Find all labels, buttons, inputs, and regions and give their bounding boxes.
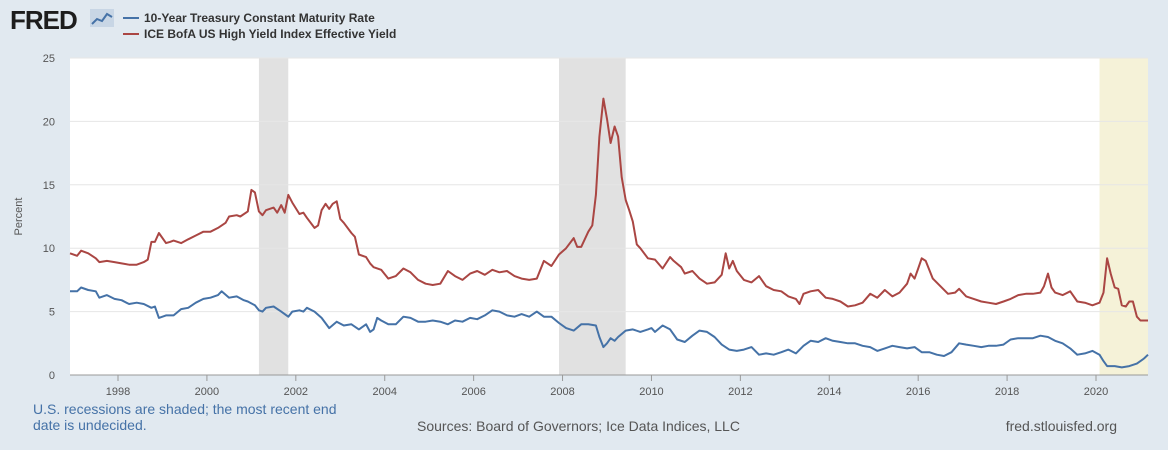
series-line-2	[69, 97, 1148, 322]
y-tick-label-15: 15	[43, 180, 55, 192]
legend-item-series-2[interactable]: ICE BofA US High Yield Index Effective Y…	[123, 26, 396, 42]
legend-label-series-1: 10-Year Treasury Constant Maturity Rate	[144, 11, 375, 25]
recession-band-3	[1099, 58, 1148, 375]
x-tick-label-2004: 2004	[372, 386, 396, 398]
x-tick-label-2014: 2014	[817, 386, 841, 398]
recession-band-2	[558, 58, 626, 375]
y-tick-label-0: 0	[49, 370, 55, 382]
recession-note: U.S. recessions are shaded; the most rec…	[33, 401, 337, 433]
x-tick-label-2010: 2010	[639, 386, 663, 398]
x-tick-label-2006: 2006	[461, 386, 485, 398]
y-tick-label-25: 25	[43, 53, 55, 65]
site-link[interactable]: fred.stlouisfed.org	[1005, 418, 1117, 434]
legend-swatch-series-2	[123, 33, 139, 35]
y-tick-label-5: 5	[49, 307, 55, 319]
legend-swatch-series-1	[123, 17, 139, 19]
fred-logo[interactable]: FRED	[10, 5, 78, 35]
x-tick-label-2020: 2020	[1084, 386, 1108, 398]
line-chart: 0 5 10 15 20 25 1998 2000 2002 2004 2006 2008 2010 20…	[13, 53, 1149, 398]
recession-band-1	[258, 58, 289, 375]
x-tick-label-2012: 2012	[728, 386, 752, 398]
x-tick-label-2018: 2018	[995, 386, 1019, 398]
legend: 10-Year Treasury Constant Maturity Rate …	[123, 10, 396, 42]
line-chart-icon	[90, 9, 114, 27]
legend-label-series-2: ICE BofA US High Yield Index Effective Y…	[144, 27, 397, 41]
x-tick-label-2002: 2002	[284, 386, 308, 398]
series-line-1	[70, 286, 1149, 369]
y-tick-label-20: 20	[43, 116, 55, 128]
legend-item-series-1[interactable]: 10-Year Treasury Constant Maturity Rate	[123, 10, 396, 26]
x-tick-label-2000: 2000	[195, 386, 219, 398]
sources-text: Sources: Board of Governors; Ice Data In…	[417, 418, 740, 434]
x-tick-label-1998: 1998	[106, 386, 130, 398]
x-tick-label-2008: 2008	[550, 386, 574, 398]
x-tick-label-2016: 2016	[906, 386, 930, 398]
y-axis-label: Percent	[13, 198, 25, 236]
y-tick-label-10: 10	[43, 243, 55, 255]
